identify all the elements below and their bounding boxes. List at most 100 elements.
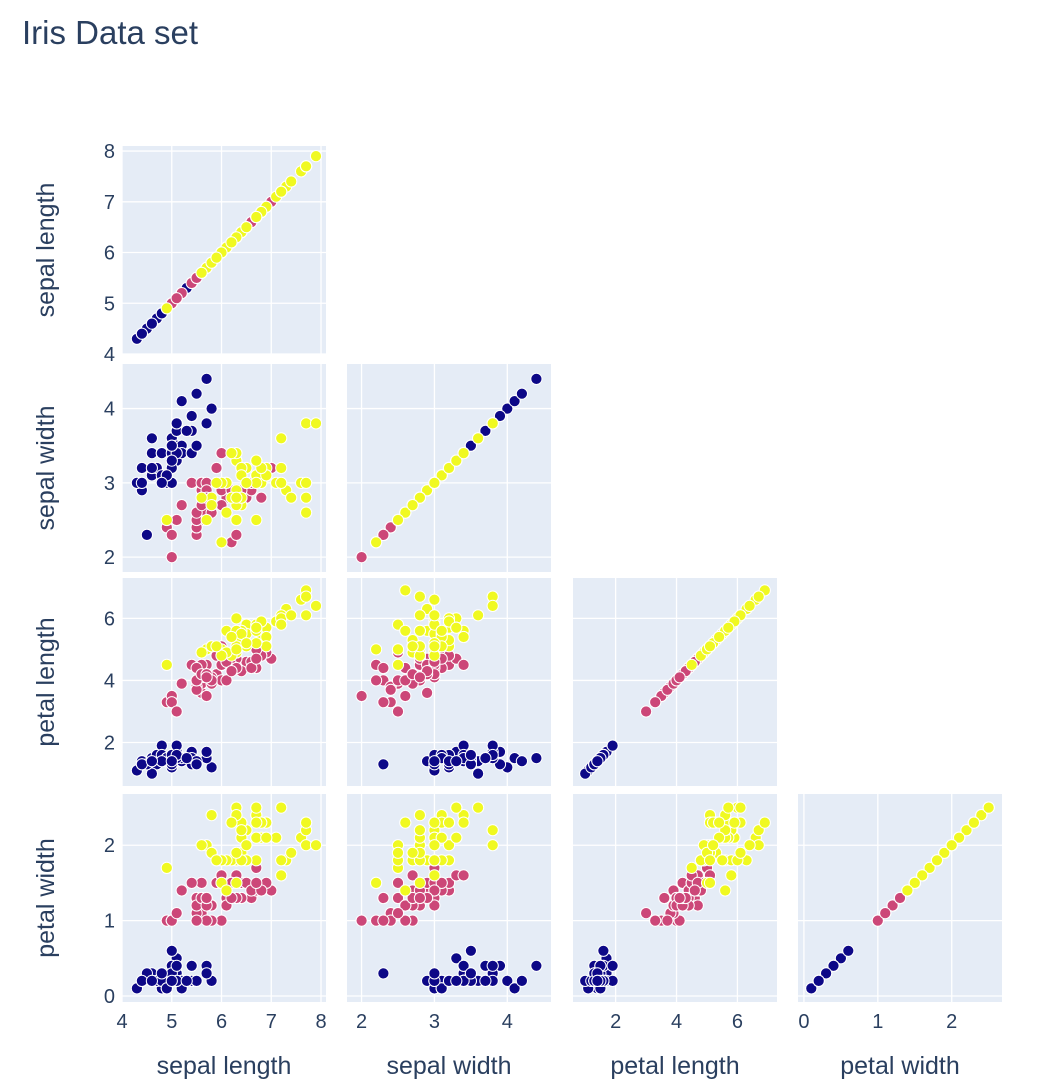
markers-group [130,584,323,780]
data-point [713,630,726,644]
data-point [707,839,720,852]
data-point [886,899,899,912]
data-point [893,891,907,905]
data-point [384,521,397,534]
chart-title: Iris Data set [22,14,199,51]
data-point [245,661,258,675]
data-point [250,816,263,829]
data-point [606,959,619,972]
data-point [820,967,833,980]
data-point [975,809,988,822]
data-point [450,974,463,988]
data-point [384,683,397,696]
data-point [743,599,756,613]
data-point [225,447,238,460]
x-axis-title-petal-length: petal length [610,1052,739,1080]
data-point [399,506,412,519]
data-point [591,974,604,988]
x-tick-label: 3 [429,1011,440,1033]
data-point [250,652,263,665]
data-point [406,846,419,859]
data-point [275,476,288,489]
data-point [450,755,463,768]
data-point [170,417,183,430]
x-axis-title-sepal-width: sepal width [386,1052,511,1080]
data-point [165,551,178,564]
x-tick-label: 8 [315,1011,326,1033]
y-tick-label: 3 [104,473,115,495]
data-point [140,528,153,542]
data-point [413,671,426,684]
data-point [195,646,208,659]
data-point [391,891,405,905]
data-point [165,528,178,542]
data-point [377,967,390,980]
data-point [435,982,448,995]
data-point [185,876,198,890]
data-point [190,387,203,400]
data-point [399,884,412,897]
data-point [175,395,188,408]
data-point [435,469,448,482]
data-point [309,839,323,852]
data-point [442,461,456,475]
data-point [930,854,944,867]
x-axis-title-sepal-length: sepal length [157,1052,292,1080]
data-point [428,854,441,867]
data-point [135,327,148,340]
data-point [190,914,203,927]
data-point [457,959,470,972]
data-point [472,609,485,622]
y-tick-label: 0 [104,986,115,1008]
data-point [640,705,653,718]
data-point [210,476,223,489]
data-point [377,891,390,905]
data-point [406,499,419,512]
data-point [275,618,288,631]
data-point [479,424,492,437]
data-point [812,974,825,988]
data-point [827,959,840,972]
data-point [530,959,543,972]
markers-group [579,584,771,780]
data-point [661,914,674,927]
data-point [377,661,390,675]
data-point [391,658,405,672]
markers-group [355,801,543,995]
data-point [591,755,604,768]
data-point [210,461,223,475]
data-point [155,476,168,489]
data-point [725,869,738,882]
data-point [205,761,218,774]
x-tick-label: 5 [166,1011,177,1033]
data-point [260,831,273,844]
data-point [530,752,543,765]
y-axis-title-petal-width: petal width [32,838,60,958]
data-point [355,689,368,703]
data-point [472,432,485,445]
panel-sepal-width-vs-sepal-length [121,364,326,572]
data-point [457,869,470,882]
data-point [300,160,313,173]
y-tick-label: 5 [104,293,115,315]
data-point [842,944,855,957]
data-point [300,506,313,519]
markers-group [355,372,543,564]
data-point [435,876,448,890]
data-point [428,869,441,882]
data-point [406,869,419,882]
data-point [450,621,463,634]
panel-petal-width-vs-sepal-width [347,794,551,1002]
data-point [160,658,173,672]
data-point [428,839,441,852]
data-point [967,816,981,829]
data-point [250,513,263,527]
y-tick-label: 2 [104,835,115,857]
x-tick-label: 7 [266,1011,277,1033]
data-point [285,609,298,622]
data-point [399,899,412,912]
data-point [450,801,463,814]
data-point [185,409,198,423]
markers-group [355,584,543,780]
